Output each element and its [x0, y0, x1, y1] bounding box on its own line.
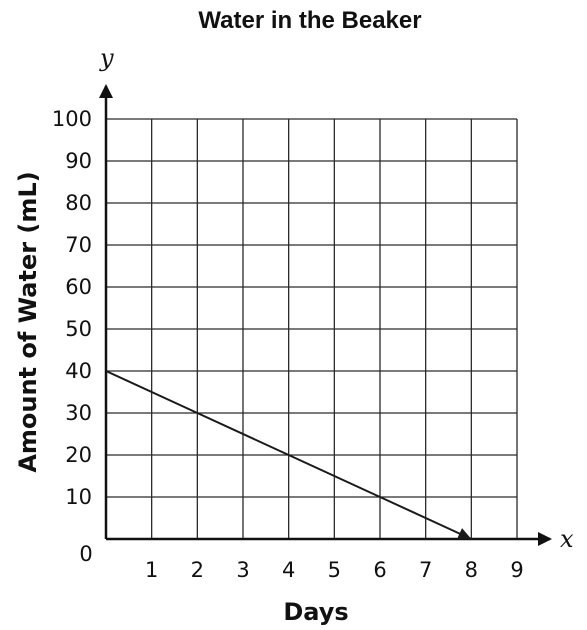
axes	[99, 84, 552, 546]
origin-label: 0	[79, 542, 92, 566]
x-tick-label: 4	[282, 558, 295, 582]
tick-labels: 0 1 2 3 4 5 6 7 8 9 10 20 30 40 50 60 70 80 90 100	[52, 107, 524, 582]
x-tick-label: 5	[328, 558, 341, 582]
y-tick-label: 30	[65, 401, 92, 425]
x-axis-letter: x	[560, 525, 574, 553]
x-tick-label: 7	[419, 558, 432, 582]
y-tick-label: 90	[65, 149, 92, 173]
series-line	[105, 370, 472, 540]
y-tick-label: 80	[65, 191, 92, 215]
grid	[106, 118, 518, 539]
y-tick-label: 50	[65, 317, 92, 341]
x-tick-label: 6	[373, 558, 386, 582]
y-tick-label: 20	[65, 443, 92, 467]
y-axis-letter: y	[99, 44, 114, 72]
y-axis-arrow-icon	[99, 84, 113, 98]
x-tick-label: 8	[465, 558, 478, 582]
x-tick-label: 1	[145, 558, 158, 582]
y-axis-label: Amount of Water (mL)	[14, 171, 42, 472]
y-tick-label: 100	[52, 107, 92, 131]
x-tick-label: 3	[236, 558, 249, 582]
y-tick-label: 70	[65, 233, 92, 257]
y-tick-label: 10	[65, 485, 92, 509]
series-arrow-icon	[457, 528, 472, 540]
x-axis-arrow-icon	[538, 532, 552, 546]
x-tick-label: 2	[191, 558, 204, 582]
y-tick-label: 40	[65, 359, 92, 383]
y-tick-label: 60	[65, 275, 92, 299]
x-tick-label: 9	[510, 558, 523, 582]
series	[105, 370, 472, 540]
chart-title: Water in the Beaker	[198, 7, 421, 34]
x-axis-label: Days	[283, 598, 348, 626]
